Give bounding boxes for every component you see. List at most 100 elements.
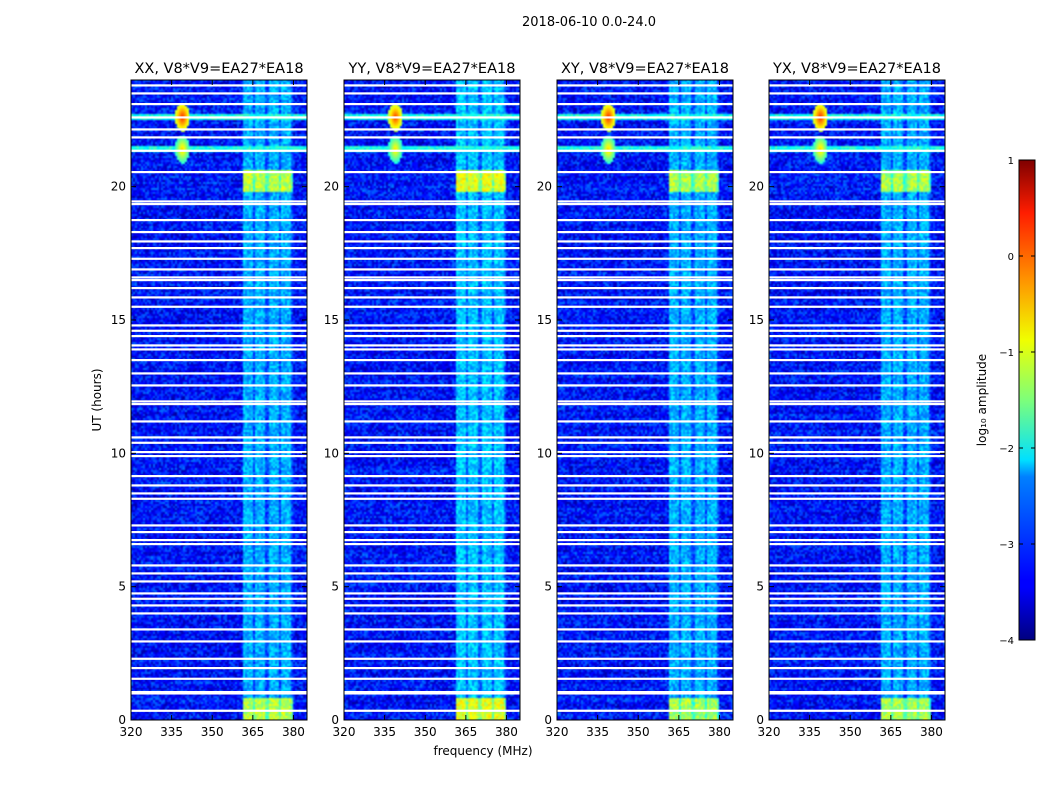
flagged-row	[557, 103, 733, 106]
flagged-row	[769, 592, 945, 595]
y-tick-label: 15	[324, 313, 339, 327]
panel-frame	[556, 79, 734, 721]
flagged-row	[131, 475, 307, 478]
flagged-row	[769, 657, 945, 660]
flagged-row	[557, 348, 733, 351]
flagged-row	[344, 692, 520, 695]
flagged-row	[769, 372, 945, 375]
figure-suptitle: 2018-06-10 0.0-24.0	[522, 15, 656, 30]
panel-title: XY, V8*V9=EA27*EA18	[561, 61, 729, 77]
flagged-row	[557, 492, 733, 495]
flagged-row	[557, 240, 733, 243]
flagged-row	[344, 240, 520, 243]
flagged-row	[769, 92, 945, 95]
flagged-row	[557, 279, 733, 282]
flagged-row	[344, 200, 520, 203]
flagged-row	[557, 305, 733, 308]
flagged-row	[557, 451, 733, 454]
flagged-row	[131, 200, 307, 203]
flagged-row	[131, 257, 307, 260]
flagged-row	[769, 475, 945, 478]
flagged-row	[344, 359, 520, 362]
x-tick-label: 380	[708, 725, 731, 739]
flagged-row	[344, 580, 520, 583]
flagged-row	[131, 543, 307, 546]
flagged-row	[344, 543, 520, 546]
colorbar-ticks: 1 0 −1 −2 −3 −4	[999, 156, 1035, 647]
flagged-row	[344, 451, 520, 454]
y-tick-label: 5	[756, 580, 764, 594]
flagged-row	[344, 329, 520, 332]
x-tick-label: 380	[920, 725, 943, 739]
flagged-row	[557, 400, 733, 403]
flagged-row	[557, 324, 733, 327]
flagged-row	[131, 136, 307, 139]
colorbar-tick-label: 0	[1008, 252, 1014, 263]
flagged-row	[131, 348, 307, 351]
flagged-row	[131, 403, 307, 406]
flagged-row	[344, 287, 520, 290]
flagged-row	[344, 677, 520, 680]
colorbar-tick-label: −4	[999, 636, 1014, 647]
y-tick-label: 15	[749, 313, 764, 327]
flagged-row	[131, 539, 307, 542]
flagged-row	[344, 592, 520, 595]
flagged-row	[769, 384, 945, 387]
y-tick-label: 15	[111, 313, 126, 327]
flagged-row	[557, 691, 733, 694]
flagged-row	[769, 691, 945, 694]
flagged-row	[131, 268, 307, 271]
flagged-row	[557, 231, 733, 234]
flagged-row	[557, 203, 733, 206]
flagged-row	[769, 335, 945, 338]
flagged-row	[769, 128, 945, 131]
x-tick-label: 320	[120, 725, 143, 739]
heatmap-image	[344, 80, 520, 720]
flagged-row	[557, 531, 733, 534]
flagged-row	[344, 531, 520, 534]
flagged-row	[769, 628, 945, 631]
flagged-row	[769, 484, 945, 487]
flagged-row	[769, 539, 945, 542]
flagged-row	[557, 171, 733, 174]
colorbar-label: log₁₀ amplitude	[975, 354, 989, 446]
flagged-row	[344, 344, 520, 347]
flagged-row	[131, 640, 307, 643]
flagged-row	[769, 436, 945, 439]
flagged-row	[769, 279, 945, 282]
flagged-row	[769, 667, 945, 670]
flagged-row	[769, 359, 945, 362]
flagged-row	[344, 572, 520, 575]
flagged-row	[131, 103, 307, 106]
x-tick-label: 380	[495, 725, 518, 739]
flagged-row	[344, 484, 520, 487]
flagged-row	[557, 592, 733, 595]
flagged-row	[557, 219, 733, 222]
flagged-row	[769, 580, 945, 583]
colorbar-tick-label: 1	[1008, 156, 1014, 167]
x-tick-label: 365	[454, 725, 477, 739]
flagged-row	[131, 580, 307, 583]
flagged-row	[131, 324, 307, 327]
flagged-row	[131, 240, 307, 243]
flagged-row	[131, 597, 307, 600]
panel-xy: XY, V8*V9=EA27*EA18 320 335 350 365 380 0 5 10 15…	[537, 61, 734, 739]
x-tick-label: 365	[241, 725, 264, 739]
flagged-row	[769, 276, 945, 279]
flagged-row	[557, 640, 733, 643]
x-tick-label: 320	[758, 725, 781, 739]
flagged-row	[131, 335, 307, 338]
flagged-row	[131, 572, 307, 575]
flagged-row	[344, 384, 520, 387]
flagged-row	[344, 372, 520, 375]
flagged-row	[131, 451, 307, 454]
flagged-row	[557, 709, 733, 712]
flagged-row	[131, 709, 307, 712]
flagged-row	[131, 171, 307, 174]
flagged-row	[557, 543, 733, 546]
flagged-row	[131, 279, 307, 282]
flagged-row	[131, 524, 307, 527]
flagged-row	[131, 455, 307, 458]
flagged-row	[557, 116, 733, 119]
flagged-row	[344, 84, 520, 87]
